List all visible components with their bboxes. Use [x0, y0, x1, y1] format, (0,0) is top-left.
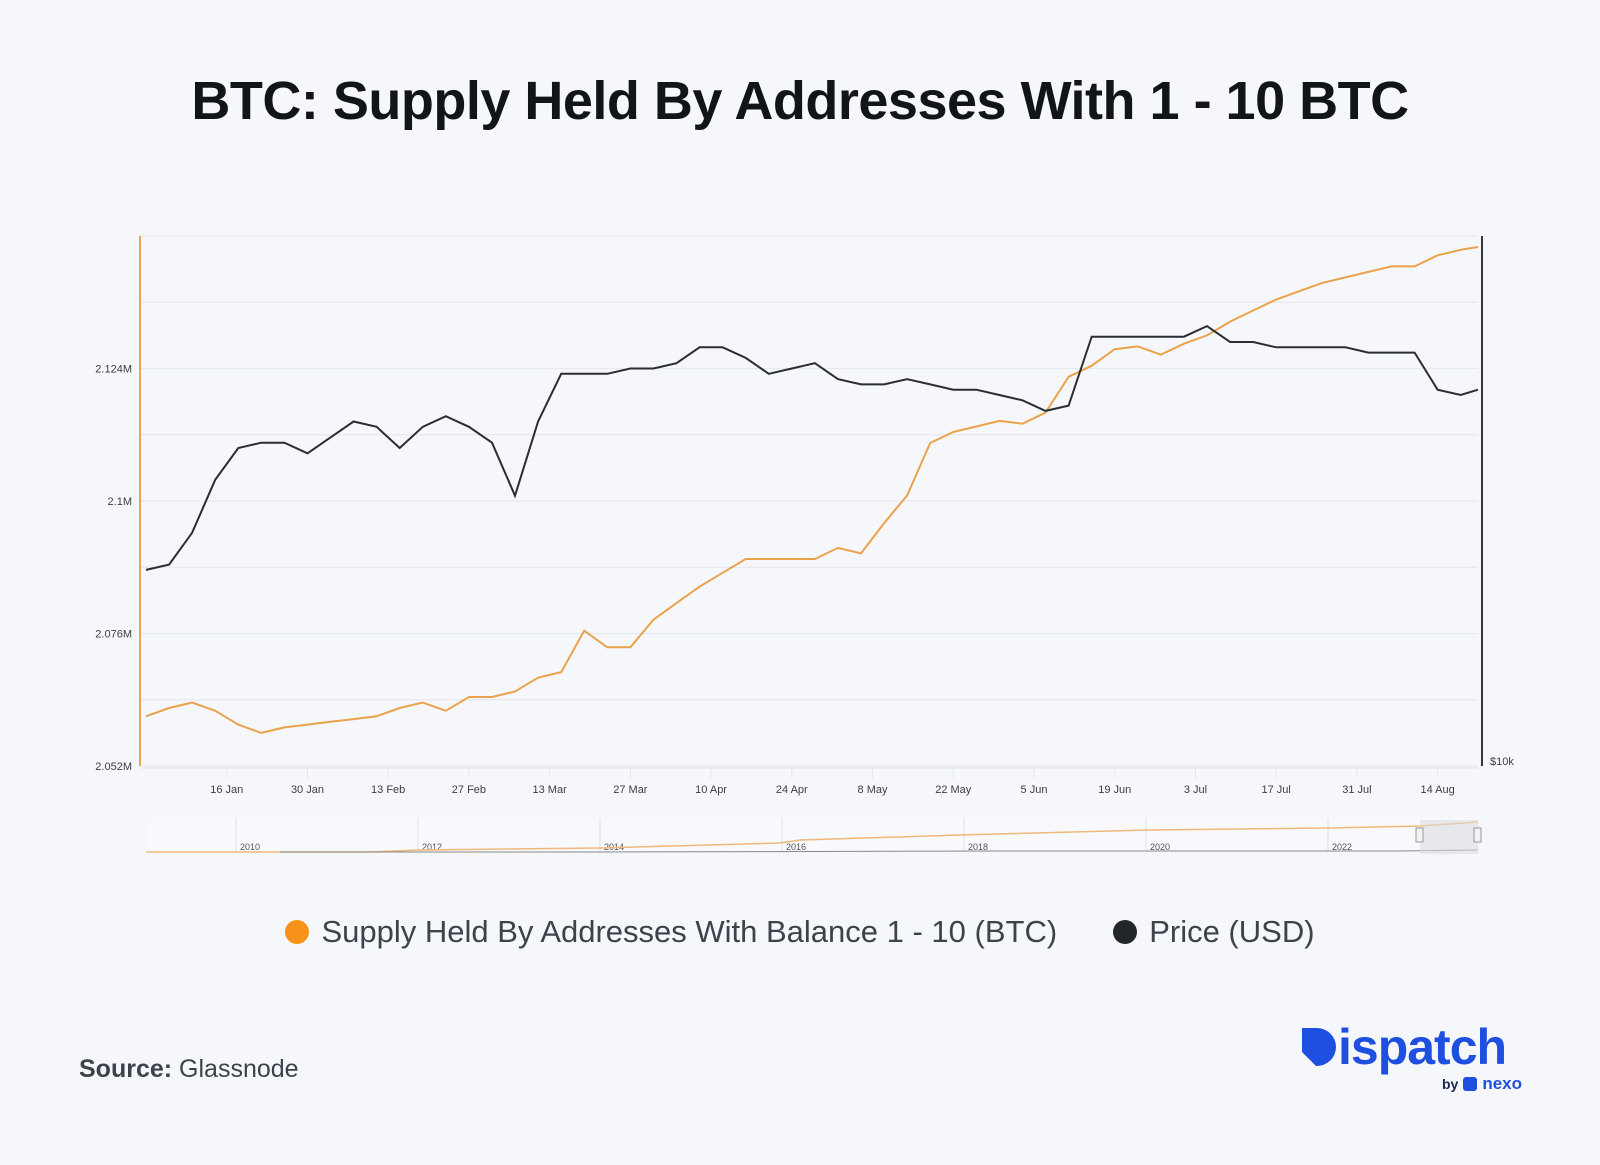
navigator-handle-left[interactable] [1415, 827, 1424, 843]
x-tick-label: 19 Jun [1098, 784, 1131, 796]
nexo-logo-icon [1463, 1077, 1478, 1091]
x-tick-label: 14 Aug [1421, 784, 1455, 796]
navigator[interactable]: 2010 2012 2014 2016 2018 2020 2022 [146, 818, 1482, 854]
source-credit: Source: Glassnode [79, 1055, 299, 1084]
navigator-supply-line [146, 821, 1479, 853]
x-tick-label: 31 Jul [1342, 784, 1371, 796]
navigator-tick-label: 2018 [968, 842, 988, 852]
dispatch-d-icon [1302, 1028, 1336, 1066]
x-tick-label: 24 Apr [776, 784, 808, 796]
x-tick-label: 10 Apr [695, 784, 727, 796]
x-tick-label: 17 Jul [1262, 784, 1291, 796]
supply-series-line [145, 246, 1479, 734]
navigator-tick-label: 2012 [422, 842, 442, 852]
brand-by: by [1441, 1076, 1459, 1092]
x-tick-label: 5 Jun [1021, 784, 1048, 796]
navigator-handle-right[interactable] [1473, 827, 1482, 843]
x-tick-label: 8 May [858, 784, 888, 796]
brand-partner: nexo [1482, 1074, 1522, 1093]
navigator-tick-label: 2022 [1332, 842, 1352, 852]
navigator-tick-label: 2010 [240, 842, 260, 852]
y-right-tick: $10k [1490, 756, 1514, 768]
source-name: Glassnode [179, 1055, 299, 1083]
navigator-tick-label: 2016 [786, 842, 806, 852]
legend: Supply Held By Addresses With Balance 1 … [0, 914, 1600, 950]
chart: 2.052M 2.076M 2.1M 2.124M 16 Jan 30 Jan 13 Fe… [95, 235, 1514, 854]
y-left-tick: 2.1M [108, 496, 132, 508]
brand-name: ispatch [1338, 1019, 1507, 1075]
x-tick-label: 13 Feb [371, 784, 405, 796]
y-left-tick: 2.124M [95, 364, 132, 376]
x-tick-label: 22 May [935, 784, 972, 796]
legend-label-price: Price (USD) [1149, 914, 1315, 949]
navigator-background [146, 818, 1478, 852]
legend-label-supply: Supply Held By Addresses With Balance 1 … [321, 914, 1058, 949]
y-left-tick: 2.076M [95, 629, 132, 641]
gridlines [140, 235, 1478, 767]
legend-dot-supply-icon [285, 920, 310, 944]
x-tick-label: 3 Jul [1184, 784, 1207, 796]
navigator-selection[interactable] [1420, 820, 1478, 854]
dispatch-logo: ispatch by nexo [1302, 1019, 1522, 1093]
x-tick-label: 27 Mar [613, 784, 648, 796]
navigator-tick-label: 2020 [1150, 842, 1170, 852]
price-series-line [145, 324, 1479, 571]
x-tick-label: 30 Jan [291, 784, 324, 796]
x-tick-label: 27 Feb [452, 784, 486, 796]
y-left-tick: 2.052M [95, 761, 132, 773]
chart-title: BTC: Supply Held By Addresses With 1 - 1… [191, 71, 1409, 131]
legend-item-price[interactable]: Price (USD) [1113, 914, 1315, 950]
x-tick-label: 16 Jan [210, 784, 243, 796]
x-tick-label: 13 Mar [533, 784, 568, 796]
legend-dot-price-icon [1113, 920, 1138, 944]
source-prefix: Source: [79, 1055, 173, 1083]
legend-item-supply[interactable]: Supply Held By Addresses With Balance 1 … [285, 914, 1057, 950]
